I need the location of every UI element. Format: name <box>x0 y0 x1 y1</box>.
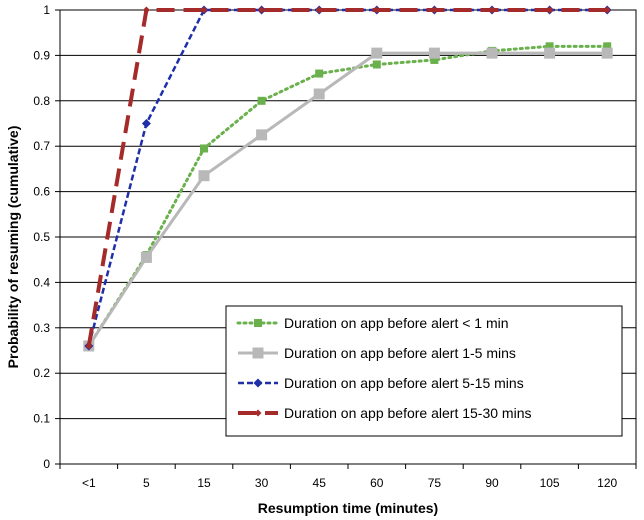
legend: Duration on app before alert < 1 min Dura… <box>225 305 623 437</box>
data-point <box>430 55 439 64</box>
data-point <box>253 378 263 388</box>
legend-item: Duration on app before alert < 1 min <box>236 315 509 331</box>
x-axis-title: Resumption time (minutes) <box>258 500 438 516</box>
x-tick-label: 75 <box>428 476 442 490</box>
series-line <box>87 8 608 347</box>
y-tick-label: 0.1 <box>33 412 50 426</box>
legend-label: Duration on app before alert < 1 min <box>284 315 509 331</box>
y-tick-label: 0.5 <box>33 230 50 244</box>
x-axis-ticks: <1 5 15 30 45 60 75 90 105 120 <box>59 464 637 490</box>
y-tick-label: 1 <box>43 3 50 17</box>
data-point <box>428 47 440 59</box>
data-point <box>142 6 150 14</box>
legend-item: Duration on app before alert 5-15 mins <box>238 375 524 391</box>
data-point <box>545 42 554 51</box>
x-tick-label: 90 <box>485 476 499 490</box>
legend-label: Duration on app before alert 15-30 mins <box>284 405 531 421</box>
y-tick-label: 0.2 <box>33 366 50 380</box>
data-point <box>258 6 266 14</box>
data-point <box>254 319 262 327</box>
data-point <box>257 96 266 105</box>
data-point <box>315 6 323 14</box>
data-point <box>488 6 496 14</box>
data-point <box>430 6 438 14</box>
y-tick-label: 0.9 <box>33 48 50 62</box>
data-point <box>546 6 554 14</box>
x-tick-label: 60 <box>370 476 384 490</box>
y-tick-label: 0.3 <box>33 321 50 335</box>
data-point <box>256 129 268 141</box>
data-point <box>141 119 151 128</box>
series-line <box>86 8 608 347</box>
x-tick-label: 45 <box>313 476 327 490</box>
y-axis-ticks: 0 0.1 0.2 0.3 0.4 0.5 0.6 0.7 0.8 0.9 1 <box>33 3 60 471</box>
data-point <box>373 6 381 14</box>
series-lines <box>83 5 613 352</box>
series-line <box>87 51 608 347</box>
data-point <box>198 170 210 182</box>
data-point <box>313 88 325 100</box>
y-tick-label: 0.8 <box>33 94 50 108</box>
data-point <box>544 47 556 59</box>
data-point <box>200 6 208 14</box>
data-point <box>371 47 383 59</box>
y-axis-title: Probability of resuming (cumulative) <box>5 126 21 369</box>
y-tick-label: 0 <box>43 457 50 471</box>
data-point <box>603 6 611 14</box>
x-tick-label: 120 <box>597 476 617 490</box>
data-point <box>486 47 498 59</box>
x-tick-label: 15 <box>197 476 211 490</box>
legend-box <box>225 305 623 437</box>
data-point <box>315 69 324 78</box>
legend-item: Duration on app before alert 15-30 mins <box>238 405 531 421</box>
x-tick-label: 5 <box>143 476 150 490</box>
legend-label: Duration on app before alert 5-15 mins <box>284 375 524 391</box>
legend-label: Duration on app before alert 1-5 mins <box>284 345 516 361</box>
y-tick-label: 0.7 <box>33 139 50 153</box>
y-tick-label: 0.4 <box>33 275 50 289</box>
data-point <box>200 144 208 153</box>
series-line <box>87 44 609 348</box>
y-tick-label: 0.6 <box>33 185 50 199</box>
series-4 <box>85 6 611 350</box>
data-point <box>601 47 613 59</box>
legend-item: Duration on app before alert 1-5 mins <box>238 345 516 361</box>
data-point <box>252 347 264 359</box>
x-tick-label: 30 <box>255 476 269 490</box>
data-point <box>85 342 93 350</box>
data-point <box>372 60 381 69</box>
x-tick-label: 105 <box>540 476 560 490</box>
data-point <box>254 409 262 417</box>
data-point <box>140 251 152 263</box>
x-tick-label: <1 <box>82 476 96 490</box>
data-point <box>603 42 612 51</box>
